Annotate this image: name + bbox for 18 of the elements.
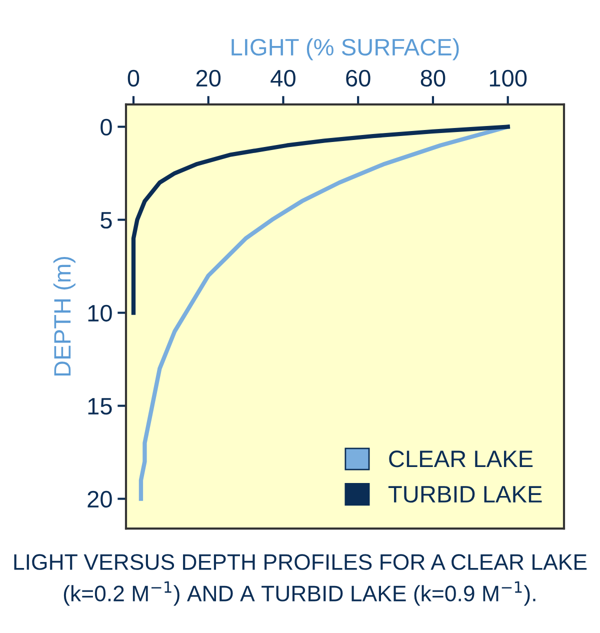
y-tick-label: 0 — [100, 118, 112, 136]
y-tick-label: 15 — [88, 398, 112, 415]
text: LIGHT VERSUS DEPTH PROFILES FOR A CLEAR LAKE — [14, 554, 587, 570]
text: (k=0.2 M$^{−1}$) AND A TURBID LAKE (k=0.9 M$^{−1}$). — [64, 581, 536, 606]
x-tick-label: 100 — [490, 70, 527, 87]
line-series — [131, 124, 510, 315]
x-tick-label: 20 — [196, 70, 221, 87]
x-tick-label: 40 — [270, 70, 296, 87]
x-tick-label: 0 — [128, 70, 140, 87]
x-tick-label: 60 — [346, 70, 370, 87]
legend-label: TURBID LAKE — [388, 486, 542, 503]
x-axis-title: LIGHT (% SURFACE) — [232, 38, 459, 60]
y-tick-label: 20 — [88, 490, 112, 508]
legend-label: CLEAR LAKE — [389, 450, 533, 468]
y-axis-title: DEPTH (m) — [53, 256, 76, 376]
y-tick-label: 5 — [100, 212, 112, 229]
x-tick-label: 80 — [420, 70, 446, 87]
y-tick-label: 10 — [88, 304, 112, 322]
